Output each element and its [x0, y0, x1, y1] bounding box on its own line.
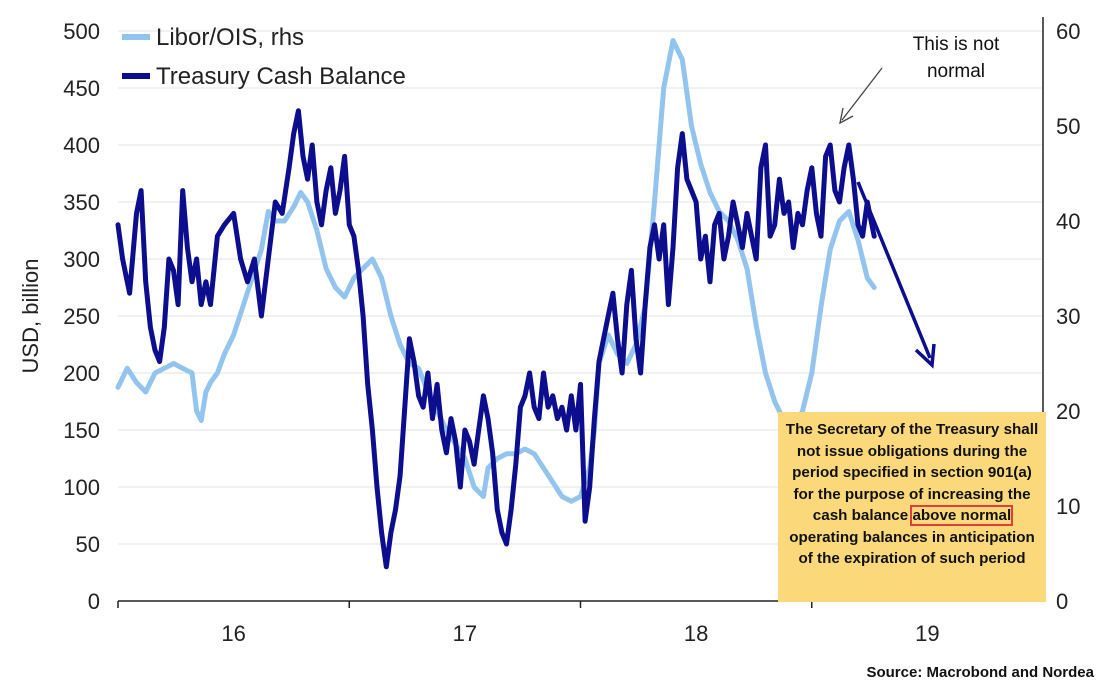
right-tick-label: 50	[1056, 114, 1080, 139]
right-tick-label: 0	[1056, 589, 1068, 614]
callout-text-before: The Secretary of the Treasury shall not …	[785, 421, 1039, 524]
x-tick-label: 16	[221, 621, 245, 646]
series-libor-ois	[115, 38, 877, 504]
left-tick-label: 300	[63, 247, 100, 272]
left-tick-label: 350	[63, 190, 100, 215]
libor-ois-line	[115, 38, 877, 504]
annotation-arrow-line	[841, 67, 883, 121]
downward-arrow-head	[914, 343, 936, 369]
right-tick-label: 20	[1056, 399, 1080, 424]
left-tick-label: 450	[63, 76, 100, 101]
y-axis-label: USD, billion	[18, 259, 43, 374]
source-note: Source: Macrobond and Nordea	[866, 664, 1094, 681]
left-tick-label: 50	[76, 532, 100, 557]
right-tick-label: 10	[1056, 494, 1080, 519]
series-treasury-cash-balance	[115, 108, 877, 570]
annotation-line-1: This is not	[913, 34, 1000, 55]
callout-text-after: operating balances in anticipation of th…	[789, 528, 1035, 568]
gridlines	[118, 30, 1043, 545]
left-tick-label: 150	[63, 418, 100, 443]
right-tick-label: 30	[1056, 304, 1080, 329]
annotation-line-2: normal	[927, 61, 985, 82]
x-axis-ticks: 16 17 18 19	[221, 621, 939, 646]
left-tick-label: 100	[63, 475, 100, 500]
x-tick-label: 18	[684, 621, 708, 646]
right-tick-label: 60	[1056, 19, 1080, 44]
left-tick-label: 500	[63, 19, 100, 44]
x-tick-label: 17	[453, 621, 477, 646]
annotation-arrowhead	[839, 107, 854, 125]
left-tick-label: 200	[63, 361, 100, 386]
legend-label-libor-ois: Libor/OIS, rhs	[156, 24, 304, 51]
x-tick-label: 19	[915, 621, 939, 646]
left-tick-label: 400	[63, 133, 100, 158]
downward-arrow-shaft	[856, 181, 932, 359]
treasury-cash-balance-line	[115, 108, 877, 570]
legend: Libor/OIS, rhs Treasury Cash Balance	[122, 24, 406, 90]
law-text-callout: The Secretary of the Treasury shall not …	[778, 412, 1046, 602]
right-y-axis-ticks: 0 10 20 30 40 50 60	[1056, 19, 1080, 614]
legend-label-treasury-cash-balance: Treasury Cash Balance	[156, 63, 406, 90]
callout-highlight: above normal	[910, 505, 1014, 526]
left-y-axis-ticks: 0 50 100 150 200 250 300 350 400 450 500	[63, 19, 100, 614]
downward-arrow	[856, 181, 936, 369]
left-tick-label: 250	[63, 304, 100, 329]
left-tick-label: 0	[88, 589, 100, 614]
annotation-not-normal: This is not normal	[839, 34, 1000, 125]
right-tick-label: 40	[1056, 209, 1080, 234]
